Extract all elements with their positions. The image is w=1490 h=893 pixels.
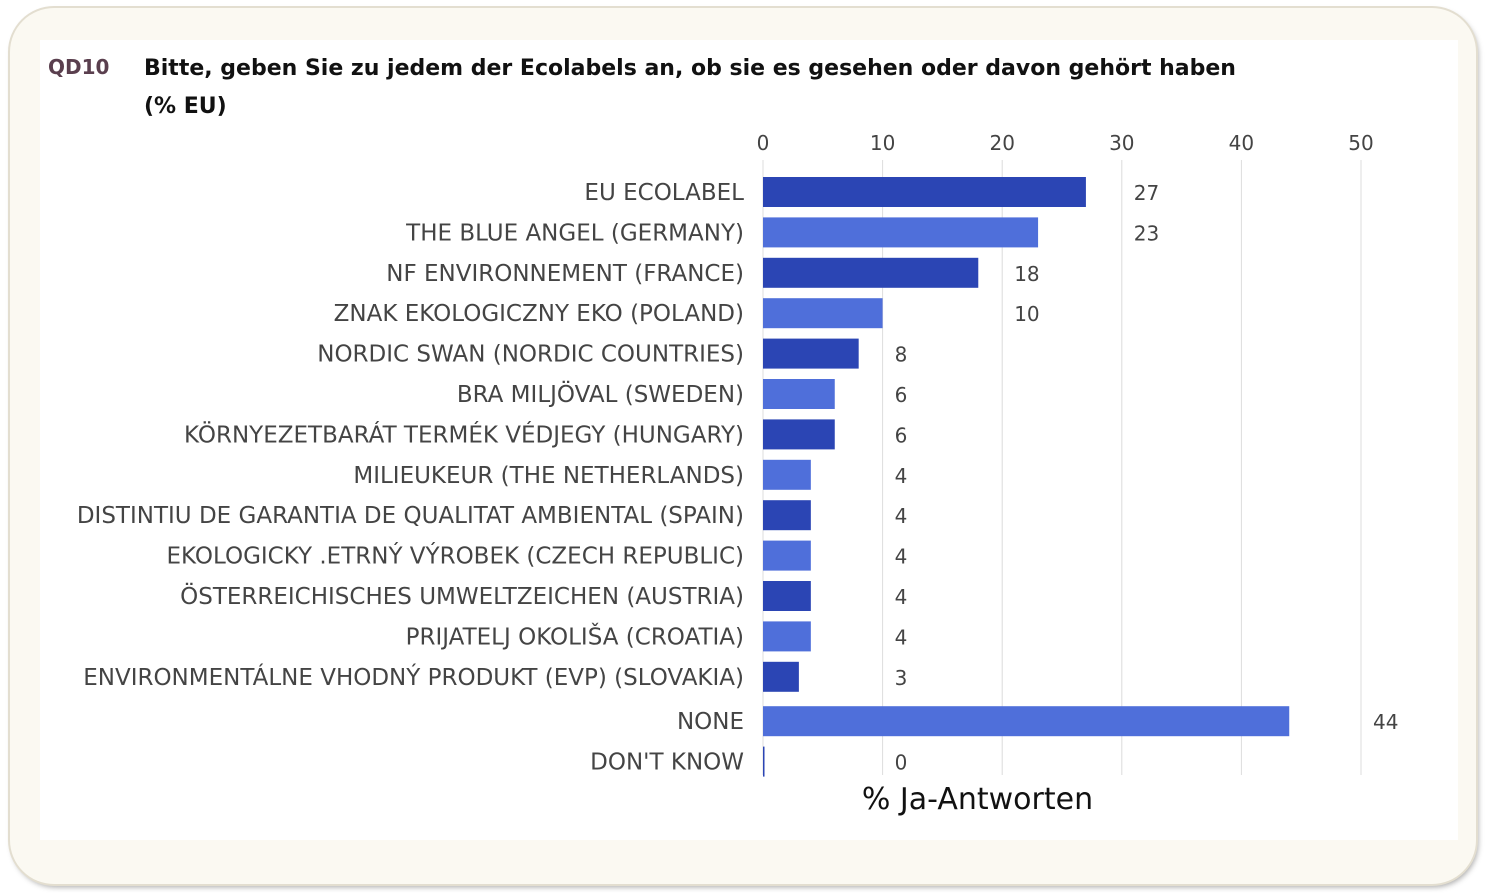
category-label: BRA MILJÖVAL (SWEDEN): [457, 380, 744, 408]
data-label: 4: [895, 504, 908, 528]
x-tick-label: 10: [870, 131, 895, 155]
x-tick-label: 50: [1348, 131, 1373, 155]
bar: [763, 298, 883, 329]
bar: [763, 746, 765, 777]
data-label: 6: [895, 383, 908, 407]
data-label: 44: [1373, 710, 1398, 734]
x-tick-label: 20: [989, 131, 1014, 155]
data-label: 3: [895, 666, 908, 690]
category-label: ENVIRONMENTÁLNE VHODNÝ PRODUKT (EVP) (SL…: [83, 663, 744, 691]
data-label: 23: [1134, 221, 1159, 245]
bar: [763, 419, 835, 450]
bar: [763, 379, 835, 409]
bar: [763, 459, 811, 490]
x-tick-label: 40: [1229, 131, 1254, 155]
category-label: ÖSTERREICHISCHES UMWELTZEICHEN (AUSTRIA): [180, 582, 744, 610]
chart-title-line-2: (% EU): [144, 94, 227, 119]
category-label: MILIEUKEUR (THE NETHERLANDS): [353, 463, 744, 489]
bar: [763, 581, 811, 611]
category-label: THE BLUE ANGEL (GERMANY): [405, 220, 744, 246]
x-tick-label: 30: [1109, 131, 1134, 155]
category-label: EU ECOLABEL: [584, 180, 744, 206]
data-label: 10: [1014, 302, 1039, 326]
bar: [763, 257, 979, 288]
bar: [763, 217, 1039, 248]
bar: [763, 661, 799, 692]
category-label: NF ENVIRONNEMENT (FRANCE): [386, 261, 744, 287]
data-label: 18: [1014, 262, 1039, 286]
x-tick-label: 0: [757, 131, 770, 155]
bar: [763, 500, 811, 531]
category-label: PRIJATELJ OKOLIŠA (CROATIA): [406, 622, 744, 650]
bar: [763, 540, 811, 571]
chart-title: Bitte, geben Sie zu jedem der Ecolabels …: [144, 50, 1344, 126]
category-label: EKOLOGICKY .ETRNÝ VÝROBEK (CZECH REPUBLI…: [167, 542, 744, 570]
data-label: 4: [895, 585, 908, 609]
category-label: KÖRNYEZETBARÁT TERMÉK VÉDJEGY (HUNGARY): [184, 420, 744, 448]
question-code: QD10: [48, 55, 110, 79]
bar: [763, 706, 1290, 737]
category-label: NORDIC SWAN (NORDIC COUNTRIES): [317, 342, 744, 368]
category-label: DISTINTIU DE GARANTIA DE QUALITAT AMBIEN…: [77, 503, 744, 529]
category-label: ZNAK EKOLOGICZNY EKO (POLAND): [334, 301, 744, 327]
data-label: 4: [895, 464, 908, 488]
bar: [763, 621, 811, 652]
data-label: 0: [895, 751, 908, 775]
data-label: 27: [1134, 181, 1159, 205]
bar: [763, 338, 859, 369]
category-label: NONE: [677, 709, 744, 735]
data-label: 4: [895, 625, 908, 649]
data-label: 8: [895, 343, 908, 367]
bar: [763, 177, 1086, 207]
chart-title-line-1: Bitte, geben Sie zu jedem der Ecolabels …: [144, 56, 1236, 81]
data-label: 4: [895, 545, 908, 569]
x-axis-title: % Ja-Antworten: [861, 782, 1094, 817]
category-label: DON'T KNOW: [590, 750, 744, 776]
data-label: 6: [895, 423, 908, 447]
